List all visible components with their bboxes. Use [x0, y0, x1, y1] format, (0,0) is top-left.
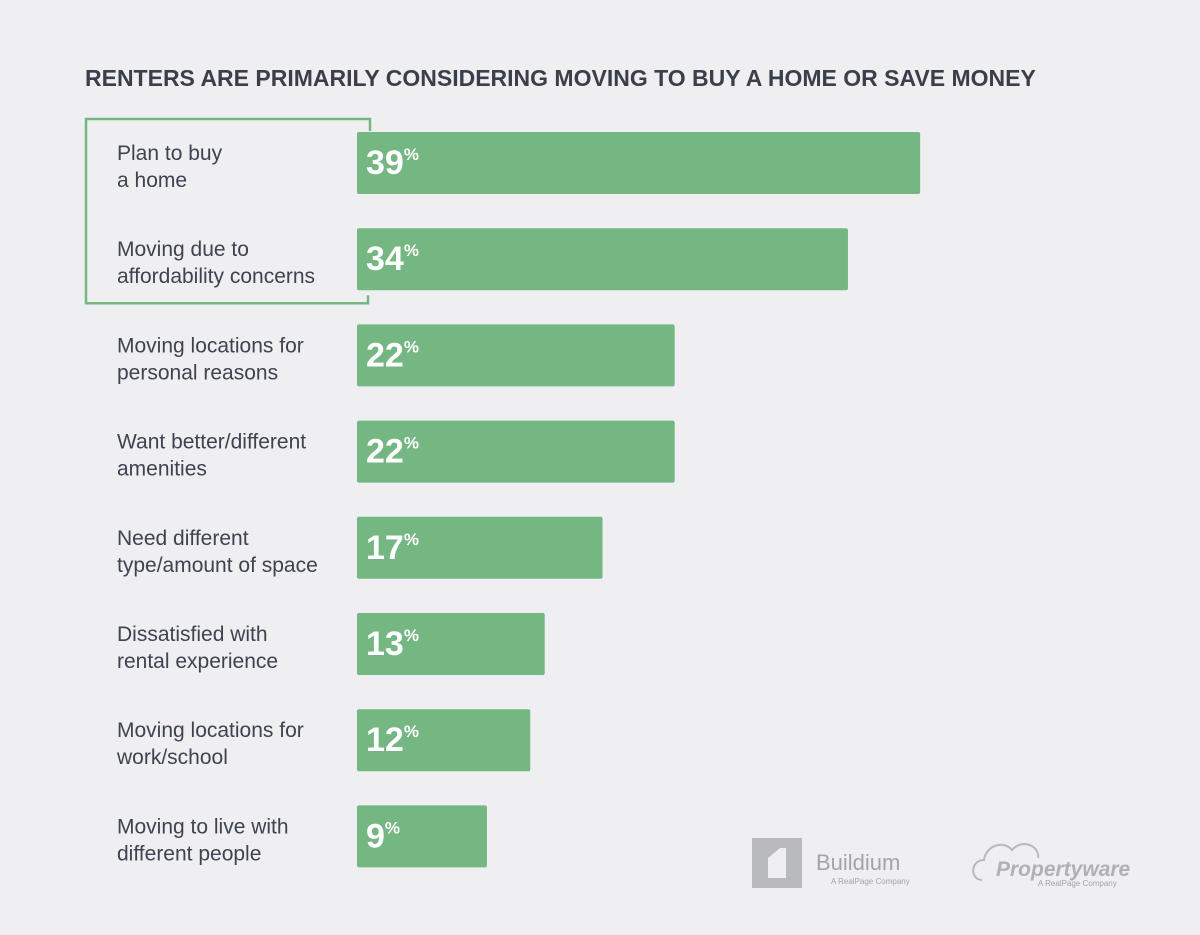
category-label: Need different type/amount of space	[117, 527, 318, 577]
value-label: 13%	[366, 625, 419, 663]
category-label: Moving to live with different people	[117, 815, 289, 865]
value-label: 12%	[366, 721, 419, 759]
bar	[357, 709, 531, 772]
highlight-box	[84, 117, 372, 305]
value-label: 39%	[366, 144, 419, 182]
category-label: Moving locations for personal reasons	[117, 334, 304, 384]
logo-text: Buildium	[816, 850, 900, 875]
bar	[357, 805, 487, 868]
category-label: Plan to buy a home	[117, 142, 223, 192]
value-label: 22%	[366, 336, 419, 374]
category-label: Moving locations for work/school	[116, 719, 304, 769]
category-label: Want better/different amenities	[117, 431, 306, 481]
bar	[357, 516, 603, 579]
logo-cloud	[972, 843, 1040, 881]
highlight-outline	[84, 117, 372, 305]
logo-buildium: Buildium A RealPage Company	[752, 838, 910, 888]
category-label: Moving due to affordability concerns	[117, 238, 315, 288]
logo-tagline: A RealPage Company	[1038, 879, 1117, 888]
bars: Plan to buy a home 39% Moving due to afforda…	[116, 132, 921, 868]
value-label: 9%	[366, 817, 400, 855]
bar	[357, 228, 848, 291]
chart-title: RENTERS ARE PRIMARILY CONSIDERING MOVING…	[85, 65, 1036, 91]
category-label: Dissatisfied with rental experience	[117, 623, 278, 673]
value-label: 17%	[366, 529, 419, 567]
value-label: 34%	[366, 240, 419, 278]
bar	[357, 613, 545, 675]
bar	[357, 324, 675, 387]
bar	[357, 420, 675, 483]
logo-icon-shape	[768, 848, 786, 878]
value-label: 22%	[366, 433, 419, 471]
logo-text: Propertyware	[996, 858, 1131, 881]
bar	[357, 132, 921, 194]
logo-tagline: A RealPage Company	[831, 877, 910, 886]
logo-propertyware: Propertyware A RealPage Company	[972, 843, 1131, 888]
